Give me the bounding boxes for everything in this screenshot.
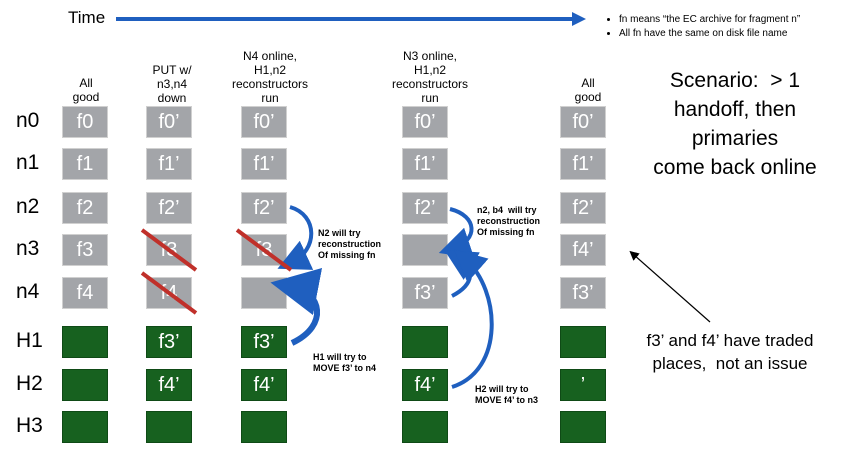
- fragment-cell: [402, 326, 448, 358]
- legend-item: fn means “the EC archive for fragment n”: [619, 13, 800, 27]
- fragment-cell: f1’: [560, 148, 606, 180]
- fragment-cell: f1’: [241, 148, 287, 180]
- row-label-n2: n2: [16, 195, 40, 218]
- time-label: Time: [68, 8, 106, 27]
- row-label-h3: H3: [16, 414, 43, 437]
- h1-move-note: H1 will try to MOVE f3’ to n4: [313, 352, 377, 373]
- fragment-cell: f4’: [146, 369, 192, 401]
- fragment-cell: f1’: [146, 148, 192, 180]
- fragment-cell: f0’: [146, 106, 192, 138]
- fragment-cell: f4’: [402, 369, 448, 401]
- n2-to-n3-arrow: [438, 207, 475, 259]
- row-label-n1: n1: [16, 151, 40, 174]
- fragment-cell: f2’: [560, 192, 606, 224]
- row-label-n4: n4: [16, 280, 40, 303]
- fragment-cell: [560, 411, 606, 443]
- fragment-cell: f0’: [402, 106, 448, 138]
- legend-list: fn means “the EC archive for fragment n”…: [603, 13, 800, 41]
- pointer-arrow: [629, 250, 711, 323]
- h2-to-n3-arrow: [451, 249, 494, 389]
- fragment-cell: [402, 411, 448, 443]
- cross-mark: [140, 271, 198, 315]
- fragment-cell: f2’: [241, 192, 287, 224]
- fragment-cell: f2’: [146, 192, 192, 224]
- fragment-cell: f0’: [241, 106, 287, 138]
- row-label-n3: n3: [16, 237, 40, 260]
- fragment-cell: [241, 411, 287, 443]
- fragment-cell: [62, 369, 108, 401]
- column-heading: PUT w/ n3,n4 down: [152, 63, 192, 105]
- column-heading: N3 online, H1,n2 reconstructors run: [391, 49, 469, 105]
- h1-to-n4-arrow: [270, 267, 323, 346]
- n2-reconstruction-note: N2 will try reconstruction Of missing fn: [318, 228, 382, 260]
- row-label-n0: n0: [16, 109, 40, 132]
- cross-mark: [140, 228, 198, 272]
- legend-item: All fn have the same on disk file name: [619, 27, 800, 41]
- fragment-cell: ’: [560, 369, 606, 401]
- fragment-cell: f0’: [560, 106, 606, 138]
- fragment-cell: f4’: [241, 369, 287, 401]
- row-label-h1: H1: [16, 329, 43, 352]
- fragment-cell: [62, 326, 108, 358]
- scenario-text: Scenario: > 1 handoff, then primaries co…: [653, 69, 817, 179]
- h2-move-note: H2 will try to MOVE f4’ to n3: [475, 384, 539, 405]
- n2-to-n4-arrow: [277, 205, 314, 270]
- fragment-cell: [146, 411, 192, 443]
- fragment-cell: f4’: [560, 234, 606, 266]
- fragment-cell: f1’: [402, 148, 448, 180]
- fragment-cell: [560, 326, 606, 358]
- column-heading: All good: [72, 76, 100, 104]
- n2-b4-reconstruction-note: n2, b4 will try reconstruction Of missin…: [477, 205, 541, 237]
- fragment-cell: f0: [62, 106, 108, 138]
- fragment-cell: f2: [62, 192, 108, 224]
- fragment-cell: f1: [62, 148, 108, 180]
- traded-places-note: f3’ and f4’ have traded places, not an i…: [646, 331, 814, 373]
- cross-mark: [235, 228, 293, 272]
- fragment-cell: f2’: [402, 192, 448, 224]
- fragment-cell: f3’: [241, 326, 287, 358]
- row-label-h2: H2: [16, 372, 43, 395]
- fragment-cell: f3’: [560, 277, 606, 309]
- fragment-cell: f4: [62, 277, 108, 309]
- fragment-cell: f3’: [402, 277, 448, 309]
- fragment-cell: f3: [62, 234, 108, 266]
- fragment-cell: [62, 411, 108, 443]
- fragment-cell: f3’: [146, 326, 192, 358]
- column-heading: N4 online, H1,n2 reconstructors run: [231, 49, 309, 105]
- column-heading: All good: [574, 76, 602, 104]
